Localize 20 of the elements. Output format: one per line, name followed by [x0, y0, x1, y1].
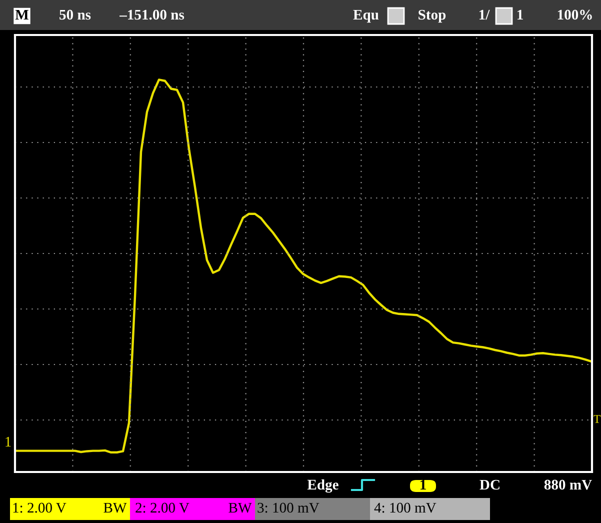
text: Edge	[307, 479, 338, 493]
text: –151.00 ns	[119, 10, 184, 20]
text: T	[594, 415, 601, 423]
text: 1	[420, 480, 426, 490]
text: BW	[104, 502, 127, 513]
text: 50 ns	[60, 10, 91, 20]
text: 1/	[479, 10, 490, 20]
text: 1	[518, 10, 523, 20]
text: 880 mV	[544, 480, 592, 490]
text: BW	[228, 502, 252, 513]
text: 4: 100 mV	[374, 502, 436, 513]
text: 2: 2.00 V	[136, 502, 190, 513]
text: DC	[480, 480, 500, 490]
text: 1: 2.00 V	[13, 502, 66, 513]
text: Equ	[353, 10, 379, 23]
text: 3: 100 mV	[258, 502, 320, 513]
text: 100%	[558, 10, 592, 20]
text: Stop	[418, 10, 446, 23]
text: 1	[6, 436, 11, 447]
text: M	[15, 10, 28, 20]
